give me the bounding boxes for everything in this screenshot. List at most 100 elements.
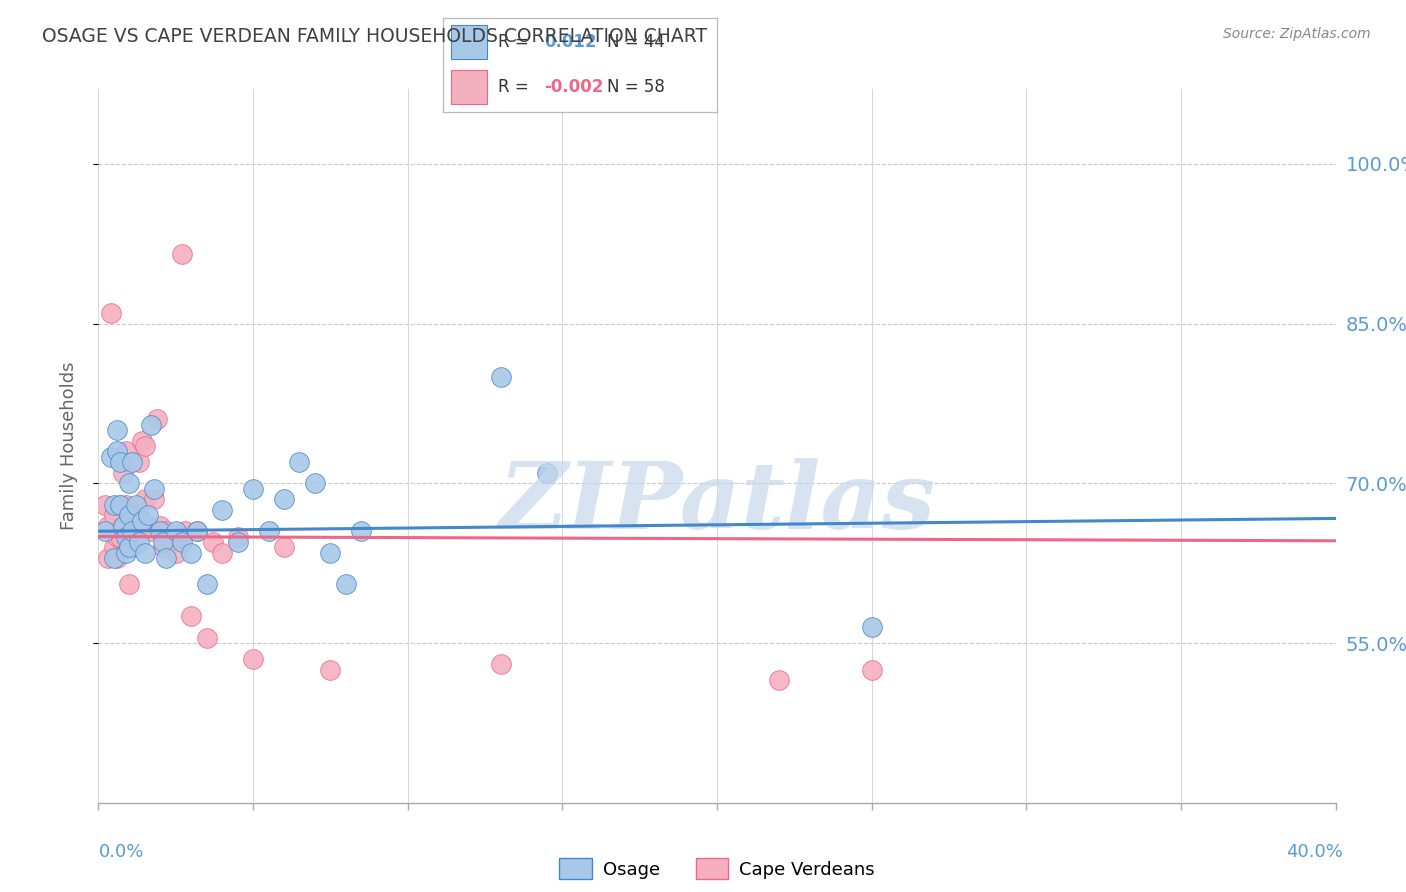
Point xyxy=(115,498,138,512)
Point xyxy=(103,540,125,554)
Point xyxy=(105,550,128,565)
Text: 0.012: 0.012 xyxy=(544,33,596,51)
Point xyxy=(165,545,187,559)
Point xyxy=(201,534,224,549)
Bar xyxy=(451,25,486,59)
Point xyxy=(273,540,295,554)
Point xyxy=(335,577,357,591)
Point xyxy=(195,577,218,591)
Point xyxy=(112,519,135,533)
Point xyxy=(860,663,883,677)
Point xyxy=(350,524,373,539)
Point xyxy=(121,524,143,539)
Point xyxy=(149,519,172,533)
Point xyxy=(115,545,138,559)
Point xyxy=(136,508,159,523)
Point xyxy=(124,529,146,543)
Point xyxy=(112,466,135,480)
Point xyxy=(860,620,883,634)
Point xyxy=(103,550,125,565)
Point xyxy=(136,519,159,533)
Point xyxy=(304,476,326,491)
Point xyxy=(105,423,128,437)
Point xyxy=(134,545,156,559)
Point xyxy=(155,550,177,565)
Point xyxy=(97,550,120,565)
Point xyxy=(115,529,138,543)
Point xyxy=(134,439,156,453)
Text: 40.0%: 40.0% xyxy=(1286,843,1343,861)
Point xyxy=(134,492,156,507)
Point xyxy=(118,577,141,591)
Point xyxy=(174,524,197,539)
Point xyxy=(108,455,131,469)
Point xyxy=(319,545,342,559)
Point xyxy=(139,524,162,539)
Point xyxy=(143,482,166,496)
Point xyxy=(93,524,115,539)
Legend: Osage, Cape Verdeans: Osage, Cape Verdeans xyxy=(553,851,882,887)
Point xyxy=(273,492,295,507)
Text: 0.0%: 0.0% xyxy=(98,843,143,861)
Point xyxy=(242,652,264,666)
Point xyxy=(167,529,190,543)
Point xyxy=(100,306,122,320)
Text: OSAGE VS CAPE VERDEAN FAMILY HOUSEHOLDS CORRELATION CHART: OSAGE VS CAPE VERDEAN FAMILY HOUSEHOLDS … xyxy=(42,27,707,45)
Text: N = 58: N = 58 xyxy=(607,78,665,96)
Point xyxy=(186,524,208,539)
Point xyxy=(97,519,120,533)
Point xyxy=(149,524,172,539)
Point xyxy=(489,657,512,672)
Point xyxy=(128,508,150,523)
Point xyxy=(143,492,166,507)
Text: R =: R = xyxy=(498,33,534,51)
Point xyxy=(105,444,128,458)
Point xyxy=(226,534,249,549)
Point xyxy=(536,466,558,480)
Point xyxy=(121,455,143,469)
Point xyxy=(180,545,202,559)
Point xyxy=(257,524,280,539)
Point xyxy=(108,529,131,543)
Point xyxy=(118,508,141,523)
Point xyxy=(121,508,143,523)
Point xyxy=(242,482,264,496)
Text: ZIPatlas: ZIPatlas xyxy=(499,458,935,548)
Point xyxy=(152,540,174,554)
Point xyxy=(489,369,512,384)
Point xyxy=(180,609,202,624)
Point xyxy=(288,455,311,469)
Point xyxy=(128,455,150,469)
Point xyxy=(128,534,150,549)
Point xyxy=(146,412,169,426)
Point xyxy=(165,524,187,539)
Point xyxy=(211,503,233,517)
Point xyxy=(139,417,162,432)
Point xyxy=(118,508,141,523)
Point xyxy=(93,498,115,512)
Point xyxy=(170,534,193,549)
Text: Source: ZipAtlas.com: Source: ZipAtlas.com xyxy=(1223,27,1371,41)
Point xyxy=(118,476,141,491)
Text: R =: R = xyxy=(498,78,534,96)
Point xyxy=(105,529,128,543)
Point xyxy=(100,450,122,464)
Text: -0.002: -0.002 xyxy=(544,78,603,96)
Point xyxy=(124,498,146,512)
Point xyxy=(118,529,141,543)
Point xyxy=(103,508,125,523)
Point xyxy=(186,524,208,539)
Bar xyxy=(451,70,486,104)
Point xyxy=(319,663,342,677)
Point xyxy=(152,534,174,549)
Point xyxy=(131,514,153,528)
Point xyxy=(121,540,143,554)
Point xyxy=(112,519,135,533)
Point xyxy=(115,444,138,458)
Point xyxy=(159,534,181,549)
Text: N = 44: N = 44 xyxy=(607,33,665,51)
Point xyxy=(155,524,177,539)
Y-axis label: Family Households: Family Households xyxy=(59,362,77,530)
Point xyxy=(131,434,153,448)
Point xyxy=(108,498,131,512)
